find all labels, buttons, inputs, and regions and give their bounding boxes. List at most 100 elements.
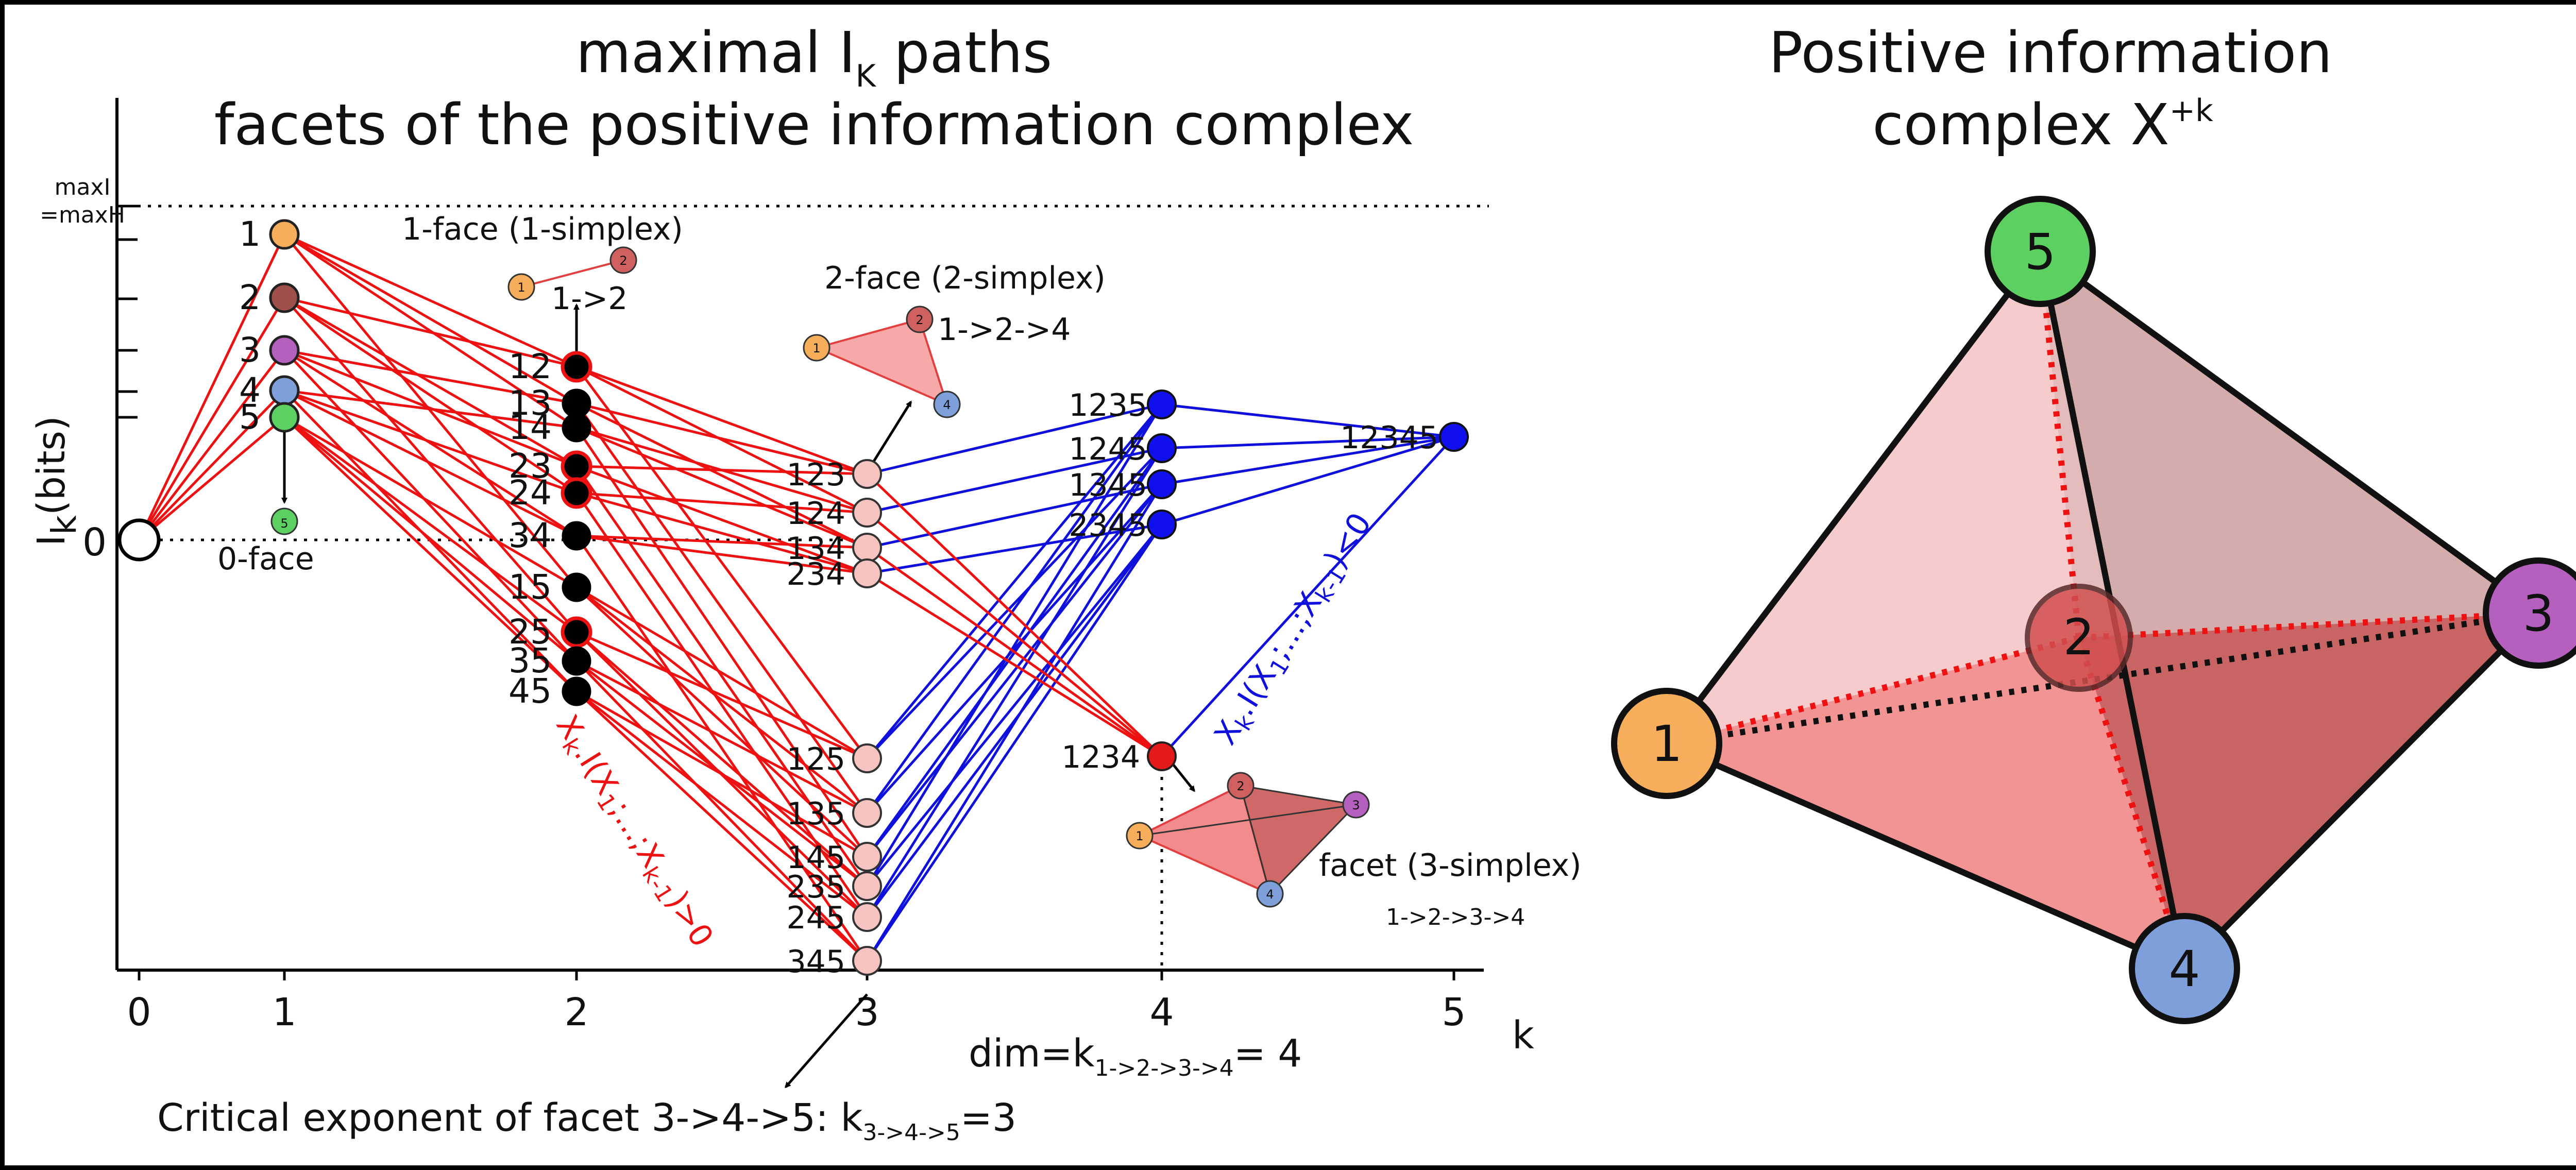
maxI-label: maxI <box>55 174 111 200</box>
edge-2-24 <box>283 296 578 495</box>
edge-3-23 <box>284 349 577 468</box>
node-label-235: 235 <box>786 869 845 905</box>
node-label-45: 45 <box>509 671 552 711</box>
mini3-node-4 <box>1256 880 1284 908</box>
vertex-1-label: 1 <box>1651 715 1682 773</box>
edge-2-23 <box>283 296 578 468</box>
edge-45-345 <box>575 690 868 962</box>
node-3 <box>269 335 300 366</box>
edge-15-135 <box>575 586 868 814</box>
edge-0-1 <box>138 233 286 541</box>
edge-235-2345 <box>866 523 1163 887</box>
node-label-1234: 1234 <box>1061 739 1140 775</box>
right-title-line1: Positive information <box>1769 20 2332 86</box>
node-label-1345: 1345 <box>1069 467 1147 503</box>
facet-label: facet (3-simplex) <box>1319 847 1582 884</box>
node-label-24: 24 <box>509 473 552 513</box>
edge-34-345 <box>575 535 869 962</box>
edge-13-134 <box>575 402 868 549</box>
node-label-145: 145 <box>786 840 845 876</box>
node-label-35: 35 <box>509 641 552 681</box>
two-face-path: 1->2->4 <box>938 312 1071 348</box>
left-title-line2: facets of the positive information compl… <box>214 92 1414 158</box>
y-axis-label: Ik(bits) <box>29 416 84 546</box>
edge-235-1235 <box>866 403 1163 887</box>
node-0 <box>117 518 161 562</box>
edge-3-35 <box>283 349 578 662</box>
node-label-25: 25 <box>509 612 552 652</box>
node-label-12: 12 <box>509 347 552 386</box>
edge-234-2345 <box>867 523 1162 575</box>
vertex-4-label: 4 <box>2168 940 2200 998</box>
left-title-line1: maximal IK paths <box>576 20 1052 94</box>
tetrahedron: 2 1 5 3 4 <box>1611 196 2576 1024</box>
critical-arrow <box>785 993 868 1089</box>
vertex-1 <box>1611 688 1722 799</box>
mini3-node-1-label: 1 <box>1136 829 1143 843</box>
node-1235 <box>1147 389 1177 419</box>
edge-2-3 <box>2078 610 2539 641</box>
node-label-23: 23 <box>509 446 552 486</box>
edge-4-45 <box>283 389 578 692</box>
edge-134-1345 <box>867 483 1162 549</box>
edge-125-1245 <box>866 447 1163 759</box>
node-124 <box>852 498 882 528</box>
node-label-124: 124 <box>786 496 845 532</box>
mini-node-1 <box>507 273 535 301</box>
node-45 <box>562 676 591 706</box>
edge-0-5 <box>138 416 285 541</box>
edge-25-235 <box>575 631 868 887</box>
node-2345 <box>1147 510 1177 539</box>
face-2-3-4 <box>2079 613 2538 969</box>
edge-1-12 <box>283 233 578 368</box>
one-face-mini: 1 2 <box>507 246 637 301</box>
edge-45-245 <box>575 690 868 918</box>
node-label-4: 4 <box>239 370 261 410</box>
node-label-15: 15 <box>509 567 552 607</box>
edge-1235-12345 <box>1161 403 1454 438</box>
edge-135-1345 <box>866 483 1163 814</box>
path-edges <box>138 233 1455 962</box>
edge-125-1235 <box>866 403 1163 759</box>
edge-245-1245 <box>866 447 1163 918</box>
critical-caption: Critical exponent of facet 3->4->5: k3->… <box>157 1096 1016 1146</box>
edge-25-245 <box>575 631 868 918</box>
maxH-label: =maxH <box>40 202 125 228</box>
node-label-34: 34 <box>509 516 552 555</box>
path-nodes: 1234512131423243415253545123124134234125… <box>117 214 1469 980</box>
vertex-3 <box>2483 557 2576 669</box>
edge-134-1234 <box>866 546 1163 758</box>
node-label-123: 123 <box>786 457 845 493</box>
vertex-5-label: 5 <box>2024 223 2056 281</box>
node-label-14: 14 <box>509 408 552 447</box>
node-2 <box>269 282 300 313</box>
edge-1245-12345 <box>1161 435 1454 450</box>
vertex-4 <box>2129 913 2240 1024</box>
node-label-1: 1 <box>239 214 261 254</box>
vertex-3-label: 3 <box>2522 585 2554 642</box>
node-1 <box>269 219 300 250</box>
edge-35-135 <box>575 659 868 815</box>
edge-1-15 <box>283 233 578 588</box>
node-245 <box>852 902 882 932</box>
edge-23-234 <box>576 465 868 575</box>
face-1-2-4 <box>1667 638 2184 969</box>
one-face-label: 1-face (1-simplex) <box>402 211 683 247</box>
x-tick-5: 5 <box>1442 990 1466 1035</box>
node-125 <box>852 743 882 773</box>
mini2-node-4-label: 4 <box>943 398 951 412</box>
edge-23-235 <box>575 465 869 887</box>
edge-25-125 <box>576 631 868 760</box>
x-ticks <box>138 970 1455 980</box>
edge-15-125 <box>575 586 868 760</box>
mini-facet-face-b <box>1239 785 1358 895</box>
edge-123-1234 <box>866 473 1163 757</box>
facet-mini: 1 2 3 4 <box>1126 772 1370 908</box>
node-label-1245: 1245 <box>1069 431 1147 467</box>
mini3-node-3-label: 3 <box>1352 798 1360 812</box>
node-123 <box>852 459 882 489</box>
edge-245-2345 <box>866 523 1163 918</box>
mini2-node-4 <box>933 391 961 418</box>
node-345 <box>852 946 882 976</box>
mini-node-5-label: 5 <box>280 516 288 531</box>
